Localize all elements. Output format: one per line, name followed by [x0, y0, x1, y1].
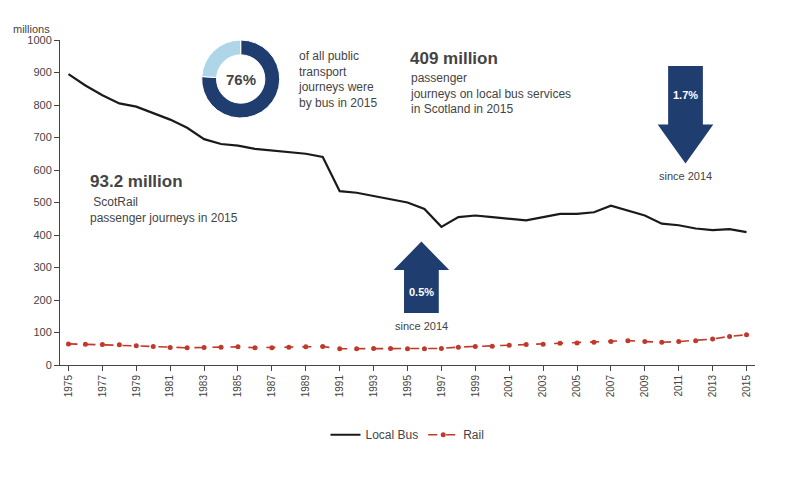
- svg-text:1000: 1000: [27, 34, 51, 46]
- svg-text:ScotRailpassenger journeys in: ScotRailpassenger journeys in 2015: [90, 195, 238, 225]
- svg-text:2003: 2003: [537, 375, 548, 398]
- svg-text:500: 500: [33, 196, 51, 208]
- svg-text:600: 600: [33, 164, 51, 176]
- svg-text:2013: 2013: [707, 375, 718, 398]
- svg-text:200: 200: [33, 294, 51, 306]
- svg-text:1985: 1985: [232, 375, 243, 398]
- svg-text:76%: 76%: [226, 71, 256, 88]
- svg-text:800: 800: [33, 99, 51, 111]
- svg-text:2011: 2011: [673, 375, 684, 397]
- svg-text:1977: 1977: [97, 375, 108, 398]
- svg-text:93.2 million: 93.2 million: [90, 172, 183, 191]
- svg-text:1995: 1995: [402, 375, 413, 398]
- svg-text:of all publictransportjourneys: of all publictransportjourneys wereby bu…: [298, 49, 377, 110]
- svg-text:300: 300: [33, 261, 51, 273]
- svg-text:2009: 2009: [639, 375, 650, 398]
- svg-text:1979: 1979: [131, 375, 142, 398]
- svg-text:400: 400: [33, 229, 51, 241]
- svg-text:since 2014: since 2014: [659, 170, 712, 182]
- svg-text:1999: 1999: [470, 375, 481, 398]
- svg-text:1975: 1975: [63, 375, 74, 398]
- svg-text:since 2014: since 2014: [395, 320, 448, 332]
- svg-text:0.5%: 0.5%: [409, 286, 434, 298]
- svg-text:1989: 1989: [300, 375, 311, 398]
- svg-text:1981: 1981: [164, 375, 175, 398]
- svg-text:100: 100: [33, 326, 51, 338]
- svg-text:1987: 1987: [266, 375, 277, 398]
- svg-text:1.7%: 1.7%: [673, 89, 698, 101]
- svg-text:2005: 2005: [571, 375, 582, 398]
- svg-text:millions: millions: [13, 23, 50, 35]
- svg-text:1993: 1993: [368, 375, 379, 398]
- svg-text:900: 900: [33, 66, 51, 78]
- svg-text:Rail: Rail: [463, 428, 484, 442]
- svg-text:409 million: 409 million: [410, 49, 498, 68]
- svg-text:1997: 1997: [436, 375, 447, 398]
- svg-text:Local Bus: Local Bus: [366, 428, 419, 442]
- svg-text:1991: 1991: [334, 375, 345, 398]
- svg-text:0: 0: [46, 359, 52, 371]
- svg-text:passengerjourneys on local bus: passengerjourneys on local bus servicesi…: [410, 71, 571, 116]
- svg-text:2007: 2007: [605, 375, 616, 398]
- svg-text:700: 700: [33, 131, 51, 143]
- svg-text:2015: 2015: [741, 375, 752, 398]
- svg-text:1983: 1983: [198, 375, 209, 398]
- svg-text:2001: 2001: [503, 375, 514, 398]
